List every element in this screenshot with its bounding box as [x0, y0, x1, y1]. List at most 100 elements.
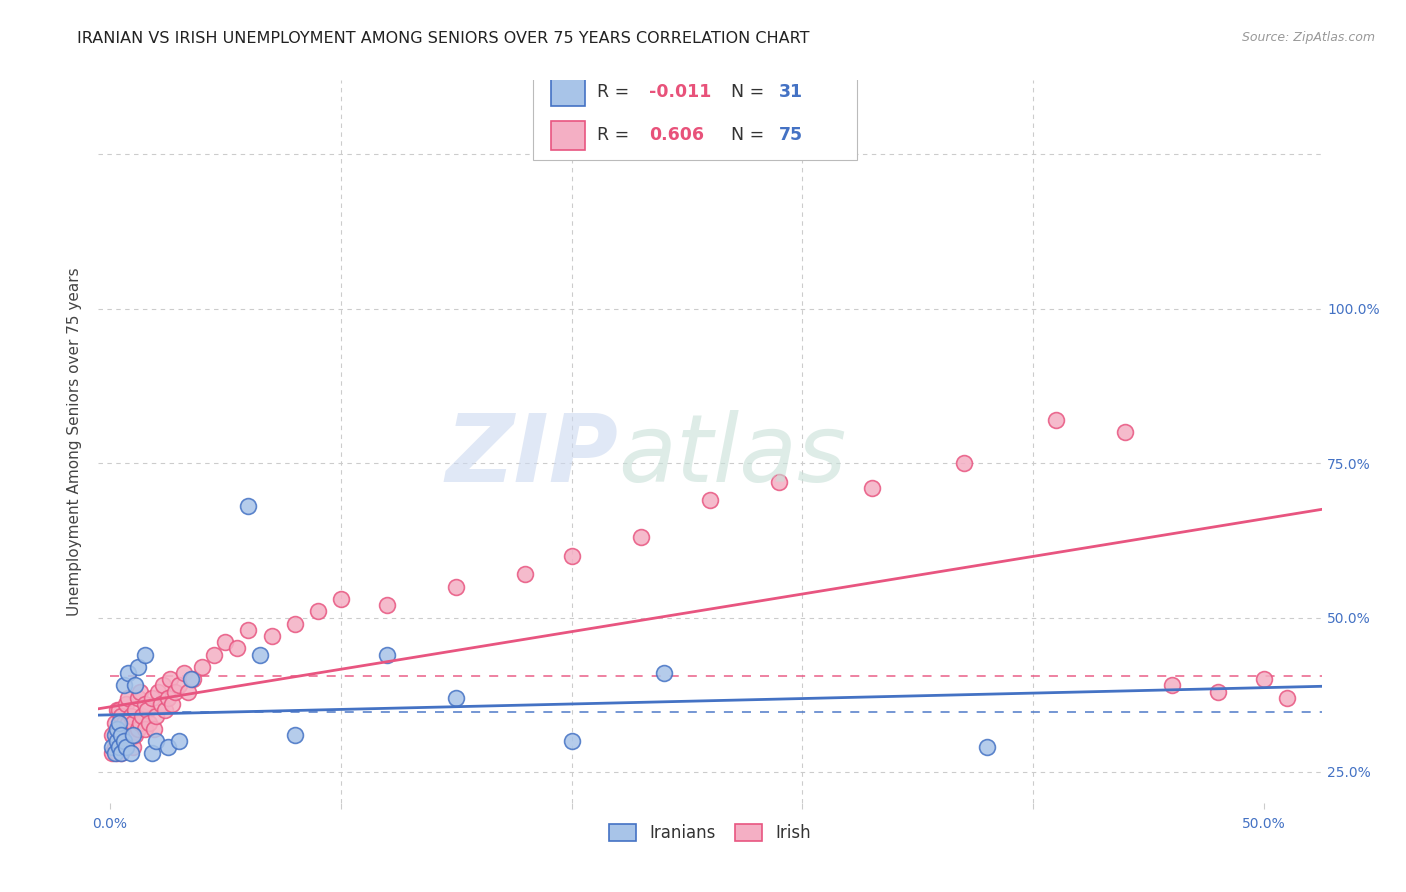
- Point: [105, 722, 128, 736]
- Legend: Iranians, Irish: Iranians, Irish: [602, 817, 818, 848]
- Point: [120, 747, 142, 761]
- Text: 75: 75: [779, 127, 803, 145]
- Point: [1253, 673, 1275, 687]
- Bar: [551, 121, 585, 150]
- Point: [238, 500, 260, 514]
- Point: [1160, 678, 1182, 692]
- Point: [105, 703, 128, 717]
- Point: [105, 747, 128, 761]
- Point: [108, 703, 131, 717]
- Point: [124, 703, 146, 717]
- Point: [163, 684, 186, 698]
- Point: [145, 734, 167, 748]
- Y-axis label: Unemployment Among Seniors over 75 years: Unemployment Among Seniors over 75 years: [67, 268, 83, 615]
- Text: R =: R =: [598, 127, 636, 145]
- Point: [202, 648, 225, 662]
- Point: [630, 530, 652, 544]
- Point: [191, 660, 214, 674]
- Point: [101, 740, 124, 755]
- Point: [181, 673, 204, 687]
- Point: [134, 697, 156, 711]
- Point: [115, 740, 138, 755]
- Point: [561, 549, 583, 563]
- Point: [134, 722, 156, 736]
- Point: [112, 678, 135, 692]
- Point: [159, 673, 181, 687]
- Point: [101, 747, 124, 761]
- Point: [155, 703, 177, 717]
- Point: [152, 678, 174, 692]
- Point: [131, 709, 153, 723]
- Point: [110, 728, 132, 742]
- Point: [117, 666, 139, 681]
- Point: [148, 684, 170, 698]
- Point: [1206, 684, 1229, 698]
- Text: 0.606: 0.606: [648, 127, 704, 145]
- Text: IRANIAN VS IRISH UNEMPLOYMENT AMONG SENIORS OVER 75 YEARS CORRELATION CHART: IRANIAN VS IRISH UNEMPLOYMENT AMONG SENI…: [77, 31, 810, 46]
- Point: [127, 660, 149, 674]
- Point: [103, 740, 125, 755]
- Point: [375, 598, 398, 612]
- Point: [149, 697, 172, 711]
- Point: [127, 722, 149, 736]
- Point: [110, 747, 132, 761]
- Point: [115, 697, 138, 711]
- Point: [162, 697, 184, 711]
- Point: [1275, 690, 1298, 705]
- Point: [112, 715, 135, 730]
- Point: [108, 715, 131, 730]
- Text: 31: 31: [779, 83, 803, 101]
- Point: [214, 635, 236, 649]
- Point: [112, 734, 135, 748]
- Point: [135, 703, 157, 717]
- Point: [108, 740, 131, 755]
- Text: Source: ZipAtlas.com: Source: ZipAtlas.com: [1241, 31, 1375, 45]
- Point: [127, 690, 149, 705]
- Point: [124, 728, 146, 742]
- Text: N =: N =: [720, 83, 769, 101]
- Point: [134, 648, 156, 662]
- Point: [307, 604, 329, 618]
- Point: [101, 728, 124, 742]
- Point: [142, 722, 165, 736]
- Point: [105, 734, 128, 748]
- Point: [177, 684, 200, 698]
- Text: N =: N =: [720, 127, 769, 145]
- Point: [115, 722, 138, 736]
- Point: [976, 740, 998, 755]
- Point: [1114, 425, 1136, 440]
- Point: [167, 734, 190, 748]
- Point: [561, 734, 583, 748]
- Point: [103, 728, 125, 742]
- Point: [122, 740, 145, 755]
- Point: [444, 690, 467, 705]
- Point: [156, 740, 179, 755]
- Point: [110, 728, 132, 742]
- Point: [249, 648, 271, 662]
- Point: [180, 673, 202, 687]
- Point: [768, 475, 790, 489]
- Point: [117, 734, 139, 748]
- Text: atlas: atlas: [619, 410, 846, 501]
- Point: [652, 666, 675, 681]
- Point: [860, 481, 883, 495]
- Point: [238, 623, 260, 637]
- Point: [260, 629, 283, 643]
- FancyBboxPatch shape: [533, 66, 856, 160]
- Text: -0.011: -0.011: [648, 83, 711, 101]
- Text: ZIP: ZIP: [446, 410, 619, 502]
- Point: [129, 715, 152, 730]
- Point: [117, 690, 139, 705]
- Point: [124, 678, 146, 692]
- Point: [117, 715, 139, 730]
- Point: [108, 740, 131, 755]
- Point: [110, 709, 132, 723]
- Bar: [551, 78, 585, 106]
- Point: [1045, 413, 1067, 427]
- Point: [699, 493, 721, 508]
- Point: [329, 592, 352, 607]
- Point: [138, 715, 160, 730]
- Point: [110, 747, 132, 761]
- Point: [225, 641, 247, 656]
- Text: R =: R =: [598, 83, 636, 101]
